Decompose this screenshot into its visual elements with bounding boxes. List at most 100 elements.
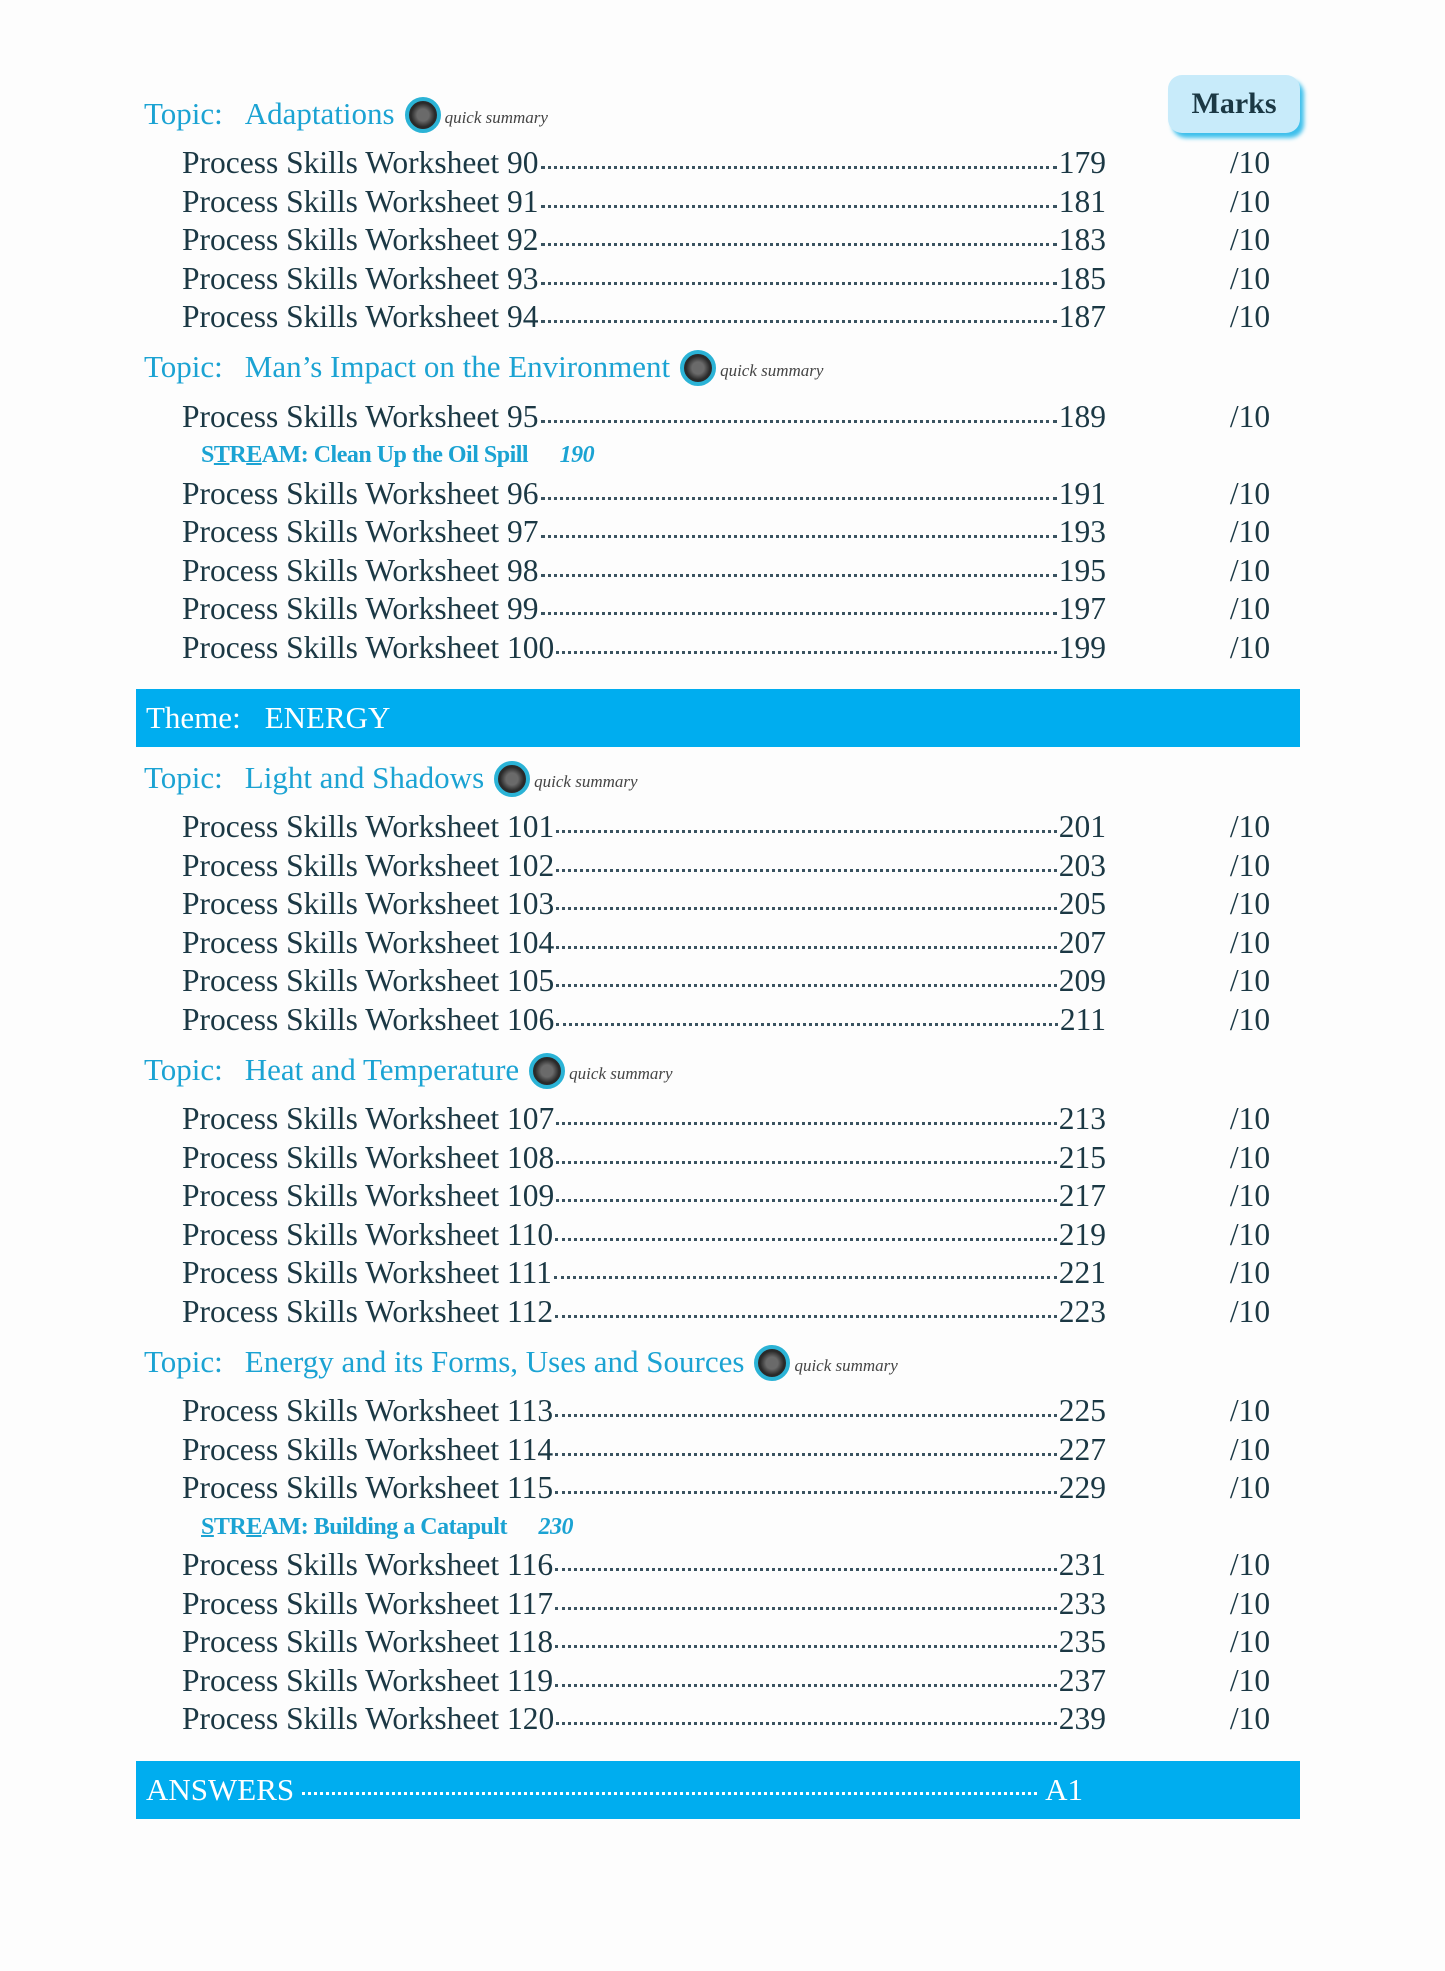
quick-summary-icon[interactable] <box>680 350 717 386</box>
worksheet-marks: /10 <box>1229 1139 1271 1175</box>
quick-summary-icon[interactable] <box>404 96 441 133</box>
quick-summary-link[interactable]: quick summary <box>569 1063 673 1083</box>
answers-title: ANSWERS <box>146 1771 295 1807</box>
dot-leader <box>540 535 1057 538</box>
worksheet-title: Process Skills Worksheet 105 <box>182 963 555 998</box>
worksheet-entry[interactable]: Process Skills Worksheet 100 199 /10 <box>136 629 1300 668</box>
worksheet-entry[interactable]: Process Skills Worksheet 103 205 /10 <box>136 885 1300 924</box>
worksheet-page: 201 <box>1058 809 1106 844</box>
worksheet-page: 185 <box>1058 260 1106 296</box>
quick-summary-link[interactable]: quick summary <box>720 361 824 380</box>
worksheet-entry[interactable]: Process Skills Worksheet 115 229 /10 <box>136 1469 1300 1508</box>
worksheet-marks: /10 <box>1229 1178 1271 1213</box>
worksheet-entry[interactable]: Process Skills Worksheet 90 179 /10 <box>136 144 1300 183</box>
worksheet-entry[interactable]: Process Skills Worksheet 117 233 /10 <box>136 1585 1300 1624</box>
worksheet-entry[interactable]: Process Skills Worksheet 94 187 /10 <box>136 298 1300 337</box>
worksheet-entry[interactable]: Process Skills Worksheet 112 223 /10 <box>136 1293 1300 1332</box>
dot-leader <box>555 1452 1057 1456</box>
worksheet-entry[interactable]: Process Skills Worksheet 97 193 /10 <box>136 513 1300 552</box>
worksheet-entry[interactable]: Process Skills Worksheet 114 227 /10 <box>136 1431 1300 1470</box>
worksheet-marks: /10 <box>1229 1547 1271 1582</box>
worksheet-entry[interactable]: Process Skills Worksheet 92 183 /10 <box>136 221 1300 260</box>
topic-heading: Topic: Light and Shadows quick summary <box>136 747 1300 808</box>
worksheet-entry[interactable]: Process Skills Worksheet 105 209 /10 <box>136 962 1300 1001</box>
dot-leader <box>556 1722 1057 1725</box>
worksheet-entry[interactable]: Process Skills Worksheet 95 189 /10 <box>136 398 1300 437</box>
worksheet-page: 195 <box>1058 552 1106 588</box>
worksheet-entry[interactable]: Process Skills Worksheet 119 237 /10 <box>136 1662 1300 1701</box>
topic-title: Man’s Impact on the Environment <box>244 349 671 384</box>
stream-activity[interactable]: STREAM: Clean Up the Oil Spill 190 <box>136 436 1300 475</box>
worksheet-entry[interactable]: Process Skills Worksheet 120 239 /10 <box>136 1700 1300 1739</box>
dot-leader <box>555 1606 1057 1610</box>
dot-leader <box>556 1022 1058 1026</box>
theme-prefix: Theme: <box>146 700 241 735</box>
topic-heading: Topic: Energy and its Forms, Uses and So… <box>136 1331 1300 1392</box>
quick-summary-icon[interactable] <box>529 1052 566 1089</box>
quick-summary-link[interactable]: quick summary <box>534 771 638 791</box>
worksheet-title: Process Skills Worksheet 93 <box>182 260 539 296</box>
worksheet-marks: /10 <box>1229 514 1271 549</box>
worksheet-entry[interactable]: Process Skills Worksheet 116 231 /10 <box>136 1546 1300 1585</box>
worksheet-marks: /10 <box>1229 1662 1271 1698</box>
worksheet-entry[interactable]: Process Skills Worksheet 113 225 /10 <box>136 1392 1300 1431</box>
worksheet-entry[interactable]: Process Skills Worksheet 91 181 /10 <box>136 183 1300 222</box>
worksheet-title: Process Skills Worksheet 97 <box>182 514 539 549</box>
topic-heading: Topic: Man’s Impact on the Environment q… <box>136 337 1300 398</box>
dot-leader <box>540 166 1057 169</box>
worksheet-entry[interactable]: Process Skills Worksheet 107 213 /10 <box>136 1100 1300 1139</box>
worksheet-entry[interactable]: Process Skills Worksheet 104 207 /10 <box>136 924 1300 963</box>
worksheet-marks: /10 <box>1229 1431 1271 1467</box>
marks-header: Marks <box>1168 75 1300 133</box>
worksheet-entry[interactable]: Process Skills Worksheet 98 195 /10 <box>136 552 1300 591</box>
worksheet-page: 199 <box>1058 629 1106 665</box>
worksheet-entry[interactable]: Process Skills Worksheet 102 203 /10 <box>136 847 1300 886</box>
worksheet-page: 183 <box>1058 222 1106 257</box>
worksheet-marks: /10 <box>1229 183 1271 219</box>
worksheet-page: 215 <box>1058 1139 1106 1175</box>
worksheet-title: Process Skills Worksheet 116 <box>182 1547 554 1582</box>
worksheet-page: 225 <box>1058 1393 1106 1428</box>
quick-summary-link[interactable]: quick summary <box>444 107 548 127</box>
stream-page: 190 <box>559 442 595 468</box>
worksheet-entry[interactable]: Process Skills Worksheet 108 215 /10 <box>136 1139 1300 1178</box>
quick-summary-icon[interactable] <box>754 1344 791 1381</box>
answers-banner[interactable]: ANSWERS A1 <box>136 1760 1300 1819</box>
worksheet-title: Process Skills Worksheet 96 <box>182 475 539 511</box>
worksheet-entry[interactable]: Process Skills Worksheet 110 219 /10 <box>136 1216 1300 1255</box>
dot-leader <box>540 243 1057 246</box>
dot-leader <box>555 1568 1057 1571</box>
topic-title: Light and Shadows <box>244 759 485 795</box>
stream-activity[interactable]: STREAM: Building a Catapult 230 <box>136 1508 1300 1547</box>
stream-title: STREAM: Building a Catapult <box>201 1513 507 1540</box>
worksheet-title: Process Skills Worksheet 118 <box>182 1624 554 1659</box>
worksheet-page: 207 <box>1058 924 1106 960</box>
worksheet-entry[interactable]: Process Skills Worksheet 106 211 /10 <box>136 1001 1300 1040</box>
worksheet-marks: /10 <box>1229 552 1271 588</box>
worksheet-entry[interactable]: Process Skills Worksheet 111 221 /10 <box>136 1254 1300 1293</box>
worksheet-marks: /10 <box>1229 591 1271 626</box>
worksheet-entry[interactable]: Process Skills Worksheet 118 235 /10 <box>136 1623 1300 1662</box>
worksheet-marks: /10 <box>1229 1001 1271 1037</box>
worksheet-entry[interactable]: Process Skills Worksheet 101 201 /10 <box>136 808 1300 847</box>
worksheet-page: 197 <box>1058 591 1106 626</box>
worksheet-entry[interactable]: Process Skills Worksheet 99 197 /10 <box>136 590 1300 629</box>
dot-leader <box>556 1122 1057 1125</box>
worksheet-entry[interactable]: Process Skills Worksheet 96 191 /10 <box>136 475 1300 514</box>
worksheet-entry[interactable]: Process Skills Worksheet 109 217 /10 <box>136 1177 1300 1216</box>
quick-summary-link[interactable]: quick summary <box>794 1355 898 1375</box>
worksheet-title: Process Skills Worksheet 106 <box>182 1001 555 1037</box>
worksheet-page: 231 <box>1058 1547 1106 1582</box>
worksheet-page: 205 <box>1058 886 1106 921</box>
worksheet-title: Process Skills Worksheet 109 <box>182 1178 555 1213</box>
worksheet-entry[interactable]: Process Skills Worksheet 93 185 /10 <box>136 260 1300 299</box>
dot-leader <box>540 573 1057 577</box>
worksheet-title: Process Skills Worksheet 114 <box>182 1431 554 1467</box>
worksheet-page: 213 <box>1058 1101 1106 1136</box>
worksheet-marks: /10 <box>1229 1701 1271 1736</box>
worksheet-page: 223 <box>1058 1293 1106 1329</box>
worksheet-title: Process Skills Worksheet 119 <box>182 1662 554 1698</box>
worksheet-title: Process Skills Worksheet 112 <box>182 1293 554 1329</box>
quick-summary-icon[interactable] <box>494 760 531 797</box>
worksheet-title: Process Skills Worksheet 110 <box>182 1216 554 1252</box>
